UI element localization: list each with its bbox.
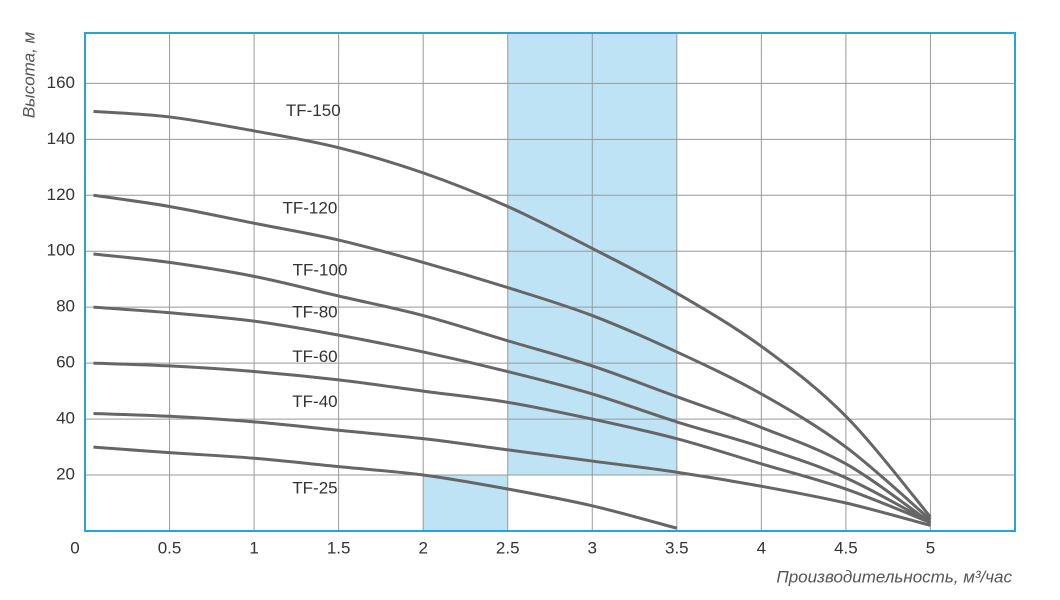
x-tick-label: 2 bbox=[418, 538, 427, 557]
y-tick-label: 160 bbox=[47, 73, 75, 92]
series-label: TF-25 bbox=[292, 479, 337, 498]
x-tick-label: 1 bbox=[249, 538, 258, 557]
series-label: TF-150 bbox=[286, 101, 341, 120]
y-tick-label: 140 bbox=[47, 129, 75, 148]
x-tick-label: 3 bbox=[588, 538, 597, 557]
x-tick-label: 0.5 bbox=[158, 538, 182, 557]
x-tick-label: 5 bbox=[926, 538, 935, 557]
series-line bbox=[93, 109, 932, 518]
y-tick-label: 40 bbox=[56, 409, 75, 428]
series-line bbox=[93, 305, 932, 524]
x-tick-label: 1.5 bbox=[327, 538, 351, 557]
x-tick-label: 4 bbox=[757, 538, 766, 557]
series-label: TF-80 bbox=[292, 302, 337, 321]
x-tick-label: 0 bbox=[70, 538, 79, 557]
series-label: TF-40 bbox=[292, 392, 337, 411]
series-line bbox=[93, 252, 932, 524]
x-tick-label: 2.5 bbox=[496, 538, 520, 557]
y-axis-label: Высота, м bbox=[19, 31, 38, 118]
series-line bbox=[93, 193, 932, 521]
series-label: TF-60 bbox=[292, 347, 337, 366]
series-label: TF-100 bbox=[293, 260, 348, 279]
y-tick-label: 20 bbox=[56, 465, 75, 484]
x-tick-label: 3.5 bbox=[665, 538, 689, 557]
x-tick-label: 4.5 bbox=[834, 538, 858, 557]
series-label: TF-120 bbox=[282, 199, 337, 218]
highlight-band bbox=[423, 475, 508, 531]
series-line bbox=[93, 411, 931, 527]
series-line bbox=[93, 445, 678, 530]
y-tick-label: 60 bbox=[56, 353, 75, 372]
x-axis-label: Производительность, м³/час bbox=[776, 567, 1012, 586]
series-line bbox=[93, 361, 932, 525]
y-tick-label: 120 bbox=[47, 185, 75, 204]
plot-frame bbox=[84, 32, 1016, 532]
y-tick-label: 100 bbox=[47, 241, 75, 260]
y-tick-label: 80 bbox=[56, 297, 75, 316]
